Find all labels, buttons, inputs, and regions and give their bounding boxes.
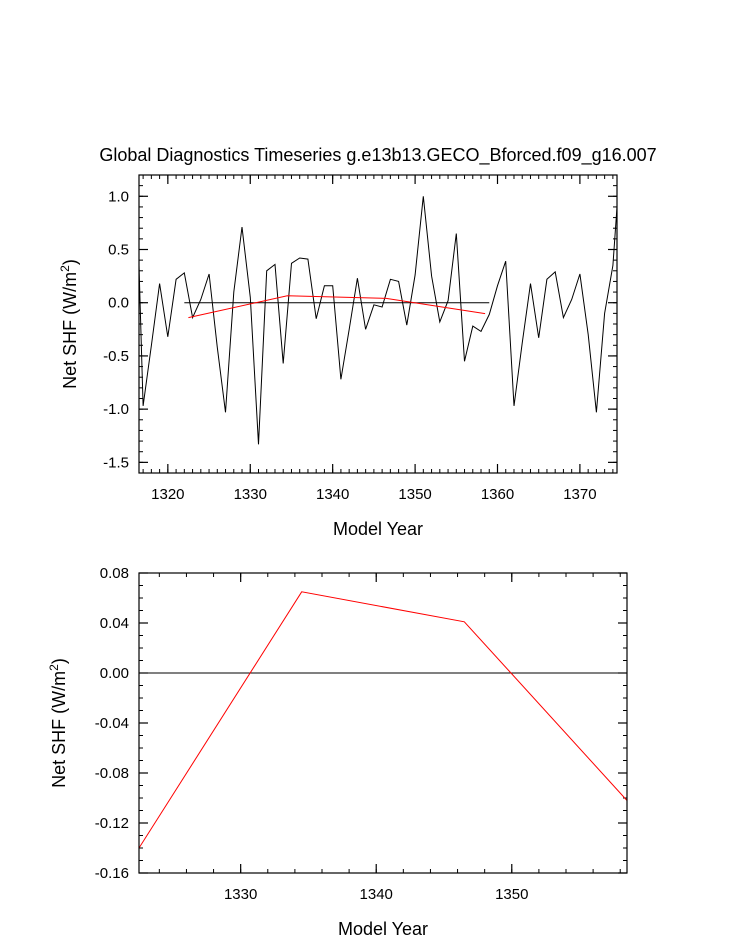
y-tick-label: -1.5 xyxy=(103,454,129,471)
x-tick-label: 1330 xyxy=(234,486,267,503)
chart-title: Global Diagnostics Timeseries g.e13b13.G… xyxy=(99,145,656,166)
y-axis-title-superscript: 2 xyxy=(58,265,72,272)
x-tick-label: 1350 xyxy=(495,886,528,903)
x-axis-title: Model Year xyxy=(333,519,423,539)
series-line-smoothed xyxy=(188,295,486,319)
plot-frame xyxy=(138,572,628,874)
y-tick-label: 0.5 xyxy=(108,242,129,259)
x-tick-label: 1340 xyxy=(316,486,349,503)
plot-frame xyxy=(138,174,618,474)
x-tick-label: 1340 xyxy=(360,886,393,903)
y-axis-title-main: Net SHF (W/m xyxy=(49,671,69,788)
y-axis-title-close: ) xyxy=(60,259,80,265)
x-tick-label: 1320 xyxy=(151,486,184,503)
x-axis-title: Model Year xyxy=(338,919,428,939)
x-tick-label: 1350 xyxy=(398,486,431,503)
x-tick-label: 1360 xyxy=(481,486,514,503)
y-tick-label: -0.12 xyxy=(95,815,129,832)
y-axis-title: Net SHF (W/m2) xyxy=(47,658,69,788)
y-axis-title-superscript: 2 xyxy=(47,664,61,671)
y-axis-title-main: Net SHF (W/m xyxy=(60,272,80,389)
y-tick-label: -0.04 xyxy=(95,715,129,732)
y-tick-label: 0.04 xyxy=(100,615,129,632)
plot-data xyxy=(139,591,627,849)
y-axis-title-close: ) xyxy=(49,658,69,664)
plot-data xyxy=(139,196,617,445)
series-line-annual xyxy=(139,196,617,445)
y-tick-label: -0.16 xyxy=(95,865,129,882)
y-tick-label: 0.08 xyxy=(100,565,129,582)
bottom-panel: 1330 1340 1350 0.08 0.04 0.00 -0.04 -0.08 -0.12 -… xyxy=(47,565,628,939)
y-tick-label: 0.00 xyxy=(100,665,129,682)
x-tick-label: 1330 xyxy=(224,886,257,903)
top-panel: 1320 1330 1340 1350 1360 1370 1.0 0.5 0.0 -0.5 -1.… xyxy=(58,174,618,539)
series-line-smoothed xyxy=(139,591,627,849)
x-tick-label: 1370 xyxy=(563,486,596,503)
y-tick-label: -0.5 xyxy=(103,348,129,365)
y-tick-label: 0.0 xyxy=(108,295,129,312)
y-axis-title: Net SHF (W/m2) xyxy=(58,259,80,389)
y-tick-label: -0.08 xyxy=(95,765,129,782)
y-tick-label: 1.0 xyxy=(108,188,129,205)
y-tick-label: -1.0 xyxy=(103,401,129,418)
